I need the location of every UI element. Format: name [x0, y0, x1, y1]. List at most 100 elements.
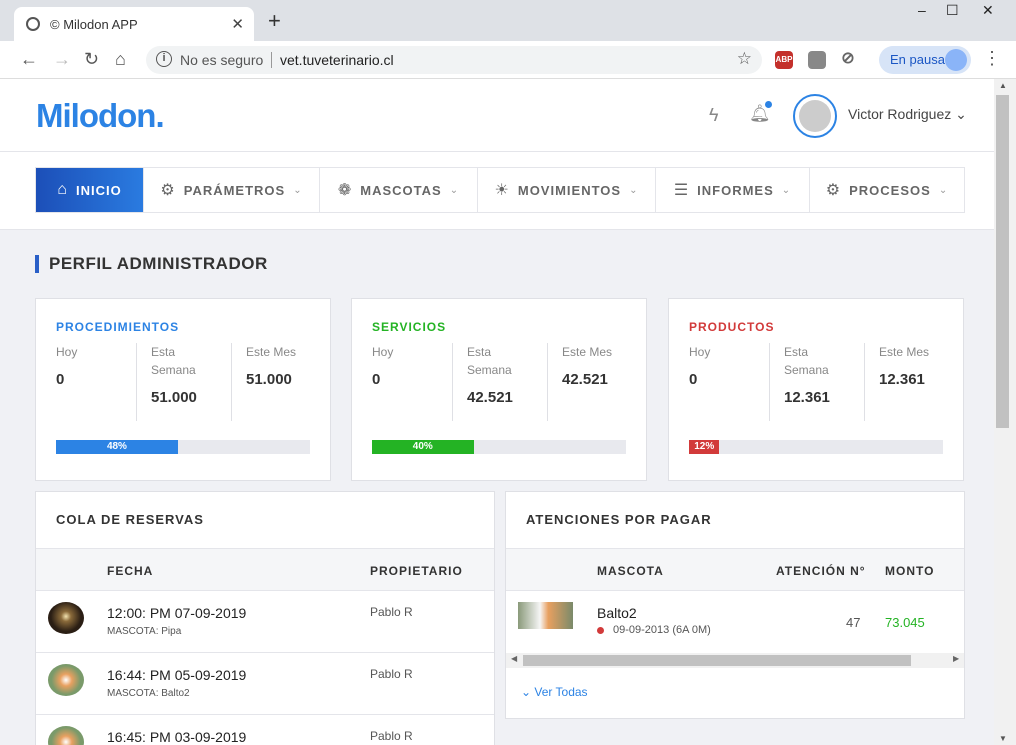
stat-card-productos: PRODUCTOS Hoy 0 Esta Semana 12.361 Este Me… — [668, 298, 964, 481]
reserva-fecha: 16:45: PM 03-09-2019 — [107, 729, 247, 745]
stat-label: Esta Semana — [151, 345, 196, 377]
page-title: PERFIL ADMINISTRADOR — [35, 255, 268, 273]
user-menu[interactable]: Victor Rodriguez ⌄ — [848, 106, 967, 122]
reserva-mascota: MASCOTA: Pipa — [107, 626, 182, 637]
nav-item-label: INFORMES — [697, 182, 774, 198]
stat-title: PRODUCTOS — [689, 320, 775, 334]
column-header: ATENCIÓN N° — [776, 564, 866, 578]
stat-title: PROCEDIMIENTOS — [56, 320, 180, 334]
globe-icon — [26, 17, 40, 31]
scrollbar-thumb[interactable] — [996, 95, 1009, 428]
stat-value: 51.000 — [151, 389, 197, 406]
stat-value: 12.361 — [879, 371, 925, 388]
page-content: Milodon. ϟ 🔔︎ Victor Rodriguez ⌄ ⌂ INICI… — [0, 79, 994, 745]
home-icon[interactable]: ⌂ — [115, 49, 126, 69]
stat-label: Hoy — [372, 345, 394, 359]
column-header: PROPIETARIO — [370, 564, 463, 578]
reserva-propietario: Pablo R — [370, 667, 413, 681]
pet-avatar — [48, 602, 84, 634]
scrollbar-thumb[interactable] — [523, 655, 911, 666]
scroll-right-icon[interactable]: ▶ — [953, 654, 960, 663]
scroll-down-icon[interactable]: ▼ — [999, 734, 1007, 743]
gear-icon: ⚙ — [160, 182, 176, 199]
nav-item-label: INICIO — [75, 182, 122, 198]
horizontal-scrollbar[interactable]: ◀ ▶ — [506, 653, 964, 668]
stat-label: Esta Semana — [784, 345, 829, 377]
bookmark-star-icon[interactable]: ☆ — [736, 49, 752, 68]
progress-bar: 48% — [56, 440, 310, 454]
user-name: Victor Rodriguez — [848, 106, 952, 122]
url-text: vet.tuveterinario.cl — [280, 52, 394, 68]
back-icon[interactable]: ← — [20, 49, 38, 69]
table-row[interactable]: 16:45: PM 03-09-2019 Pablo R — [36, 715, 494, 745]
bell-icon[interactable]: 🔔︎ — [749, 104, 771, 123]
maximize-button[interactable]: ☐ — [946, 2, 959, 18]
card-title: ATENCIONES POR PAGAR — [526, 512, 712, 527]
tracking-off-icon[interactable]: ⊘ — [841, 50, 855, 67]
mascota-fecha: 09-09-2013 (6A 0M) — [613, 624, 711, 636]
home-icon: ⌂ — [57, 181, 68, 198]
ver-todas-link[interactable]: ⌄ Ver Todas — [521, 685, 588, 699]
nav-item-parametros[interactable]: ⚙ PARÁMETROS ⌄ — [144, 168, 320, 212]
table-row[interactable]: Balto2 09-09-2013 (6A 0M) 47 73.045 — [506, 591, 964, 651]
chevron-down-icon: ⌄ — [449, 184, 460, 196]
cog-icon: ⚙ — [825, 182, 842, 199]
column-header: MASCOTA — [597, 564, 664, 578]
adblock-icon[interactable]: ABP — [775, 51, 793, 69]
close-window-button[interactable]: ✕ — [982, 2, 994, 18]
bolt-icon[interactable]: ϟ — [709, 105, 719, 125]
info-icon[interactable]: i — [156, 51, 172, 67]
monto-value: 73.045 — [885, 615, 925, 630]
extension-icon[interactable] — [808, 51, 826, 69]
address-bar[interactable]: i No es seguro vet.tuveterinario.cl ☆ — [146, 46, 762, 74]
chevron-down-icon: ⌄ — [938, 184, 949, 196]
progress-bar: 12% — [689, 440, 943, 454]
reserva-fecha: 12:00: PM 07-09-2019 — [107, 605, 247, 621]
browser-tab-strip: © Milodon APP ✕ + – ☐ ✕ — [0, 0, 1016, 41]
stat-value: 42.521 — [562, 371, 608, 388]
stat-value: 51.000 — [246, 371, 292, 388]
forward-icon[interactable]: → — [53, 49, 71, 69]
vertical-scrollbar[interactable]: ▲ ▼ — [994, 79, 1016, 745]
nav-item-procesos[interactable]: ⚙ PROCESOS ⌄ — [810, 168, 964, 212]
avatar[interactable] — [793, 94, 837, 138]
tab-close-icon[interactable]: ✕ — [231, 16, 244, 33]
stat-label: Este Mes — [246, 345, 297, 359]
profile-status: En pausa — [890, 52, 945, 67]
profile-button[interactable]: En pausa — [879, 46, 971, 74]
stat-label: Esta Semana — [467, 345, 512, 377]
stat-value: 42.521 — [467, 389, 513, 406]
reserva-fecha: 16:44: PM 05-09-2019 — [107, 667, 247, 683]
reload-icon[interactable]: ↻ — [84, 49, 100, 69]
reservas-card: COLA DE RESERVAS FECHA PROPIETARIO 12:00… — [35, 491, 495, 745]
card-title: COLA DE RESERVAS — [56, 512, 204, 527]
table-row[interactable]: 16:44: PM 05-09-2019 MASCOTA: Balto2 Pab… — [36, 653, 494, 715]
paw-icon: ❁ — [337, 182, 353, 199]
nav-item-movimientos[interactable]: ☀ MOVIMIENTOS ⌄ — [478, 168, 656, 212]
reserva-propietario: Pablo R — [370, 605, 413, 619]
table-row[interactable]: 12:00: PM 07-09-2019 MASCOTA: Pipa Pablo… — [36, 591, 494, 653]
nav-item-label: MOVIMIENTOS — [517, 182, 622, 198]
stat-title: SERVICIOS — [372, 320, 447, 334]
stat-value: 0 — [689, 371, 698, 388]
nav-item-mascotas[interactable]: ❁ MASCOTAS ⌄ — [320, 168, 478, 212]
nav-item-inicio[interactable]: ⌂ INICIO — [36, 168, 144, 212]
nav-item-informes[interactable]: ☰ INFORMES ⌄ — [656, 168, 810, 212]
nav-item-label: MASCOTAS — [360, 182, 442, 198]
menu-dots-icon[interactable]: ⋮ — [983, 48, 1001, 68]
atenciones-card: ATENCIONES POR PAGAR MASCOTA ATENCIÓN N°… — [505, 491, 965, 719]
mascota-name[interactable]: Balto2 — [597, 605, 637, 621]
minimize-button[interactable]: – — [918, 2, 926, 18]
reserva-propietario: Pablo R — [370, 729, 413, 743]
scroll-up-icon[interactable]: ▲ — [999, 81, 1007, 90]
app-header: Milodon. ϟ 🔔︎ Victor Rodriguez ⌄ — [0, 79, 994, 152]
chevron-down-icon: ⌄ — [293, 184, 303, 196]
main-nav: ⌂ INICIO ⚙ PARÁMETROS ⌄ ❁ MASCOTAS ⌄ ☀ M… — [0, 152, 994, 230]
logo[interactable]: Milodon. — [36, 97, 165, 134]
new-tab-button[interactable]: + — [268, 8, 281, 33]
notification-dot — [765, 101, 772, 108]
scroll-left-icon[interactable]: ◀ — [511, 654, 518, 663]
browser-tab[interactable]: © Milodon APP ✕ — [14, 7, 254, 41]
reserva-mascota: MASCOTA: Balto2 — [107, 688, 190, 699]
progress-fill: 40% — [372, 440, 474, 454]
